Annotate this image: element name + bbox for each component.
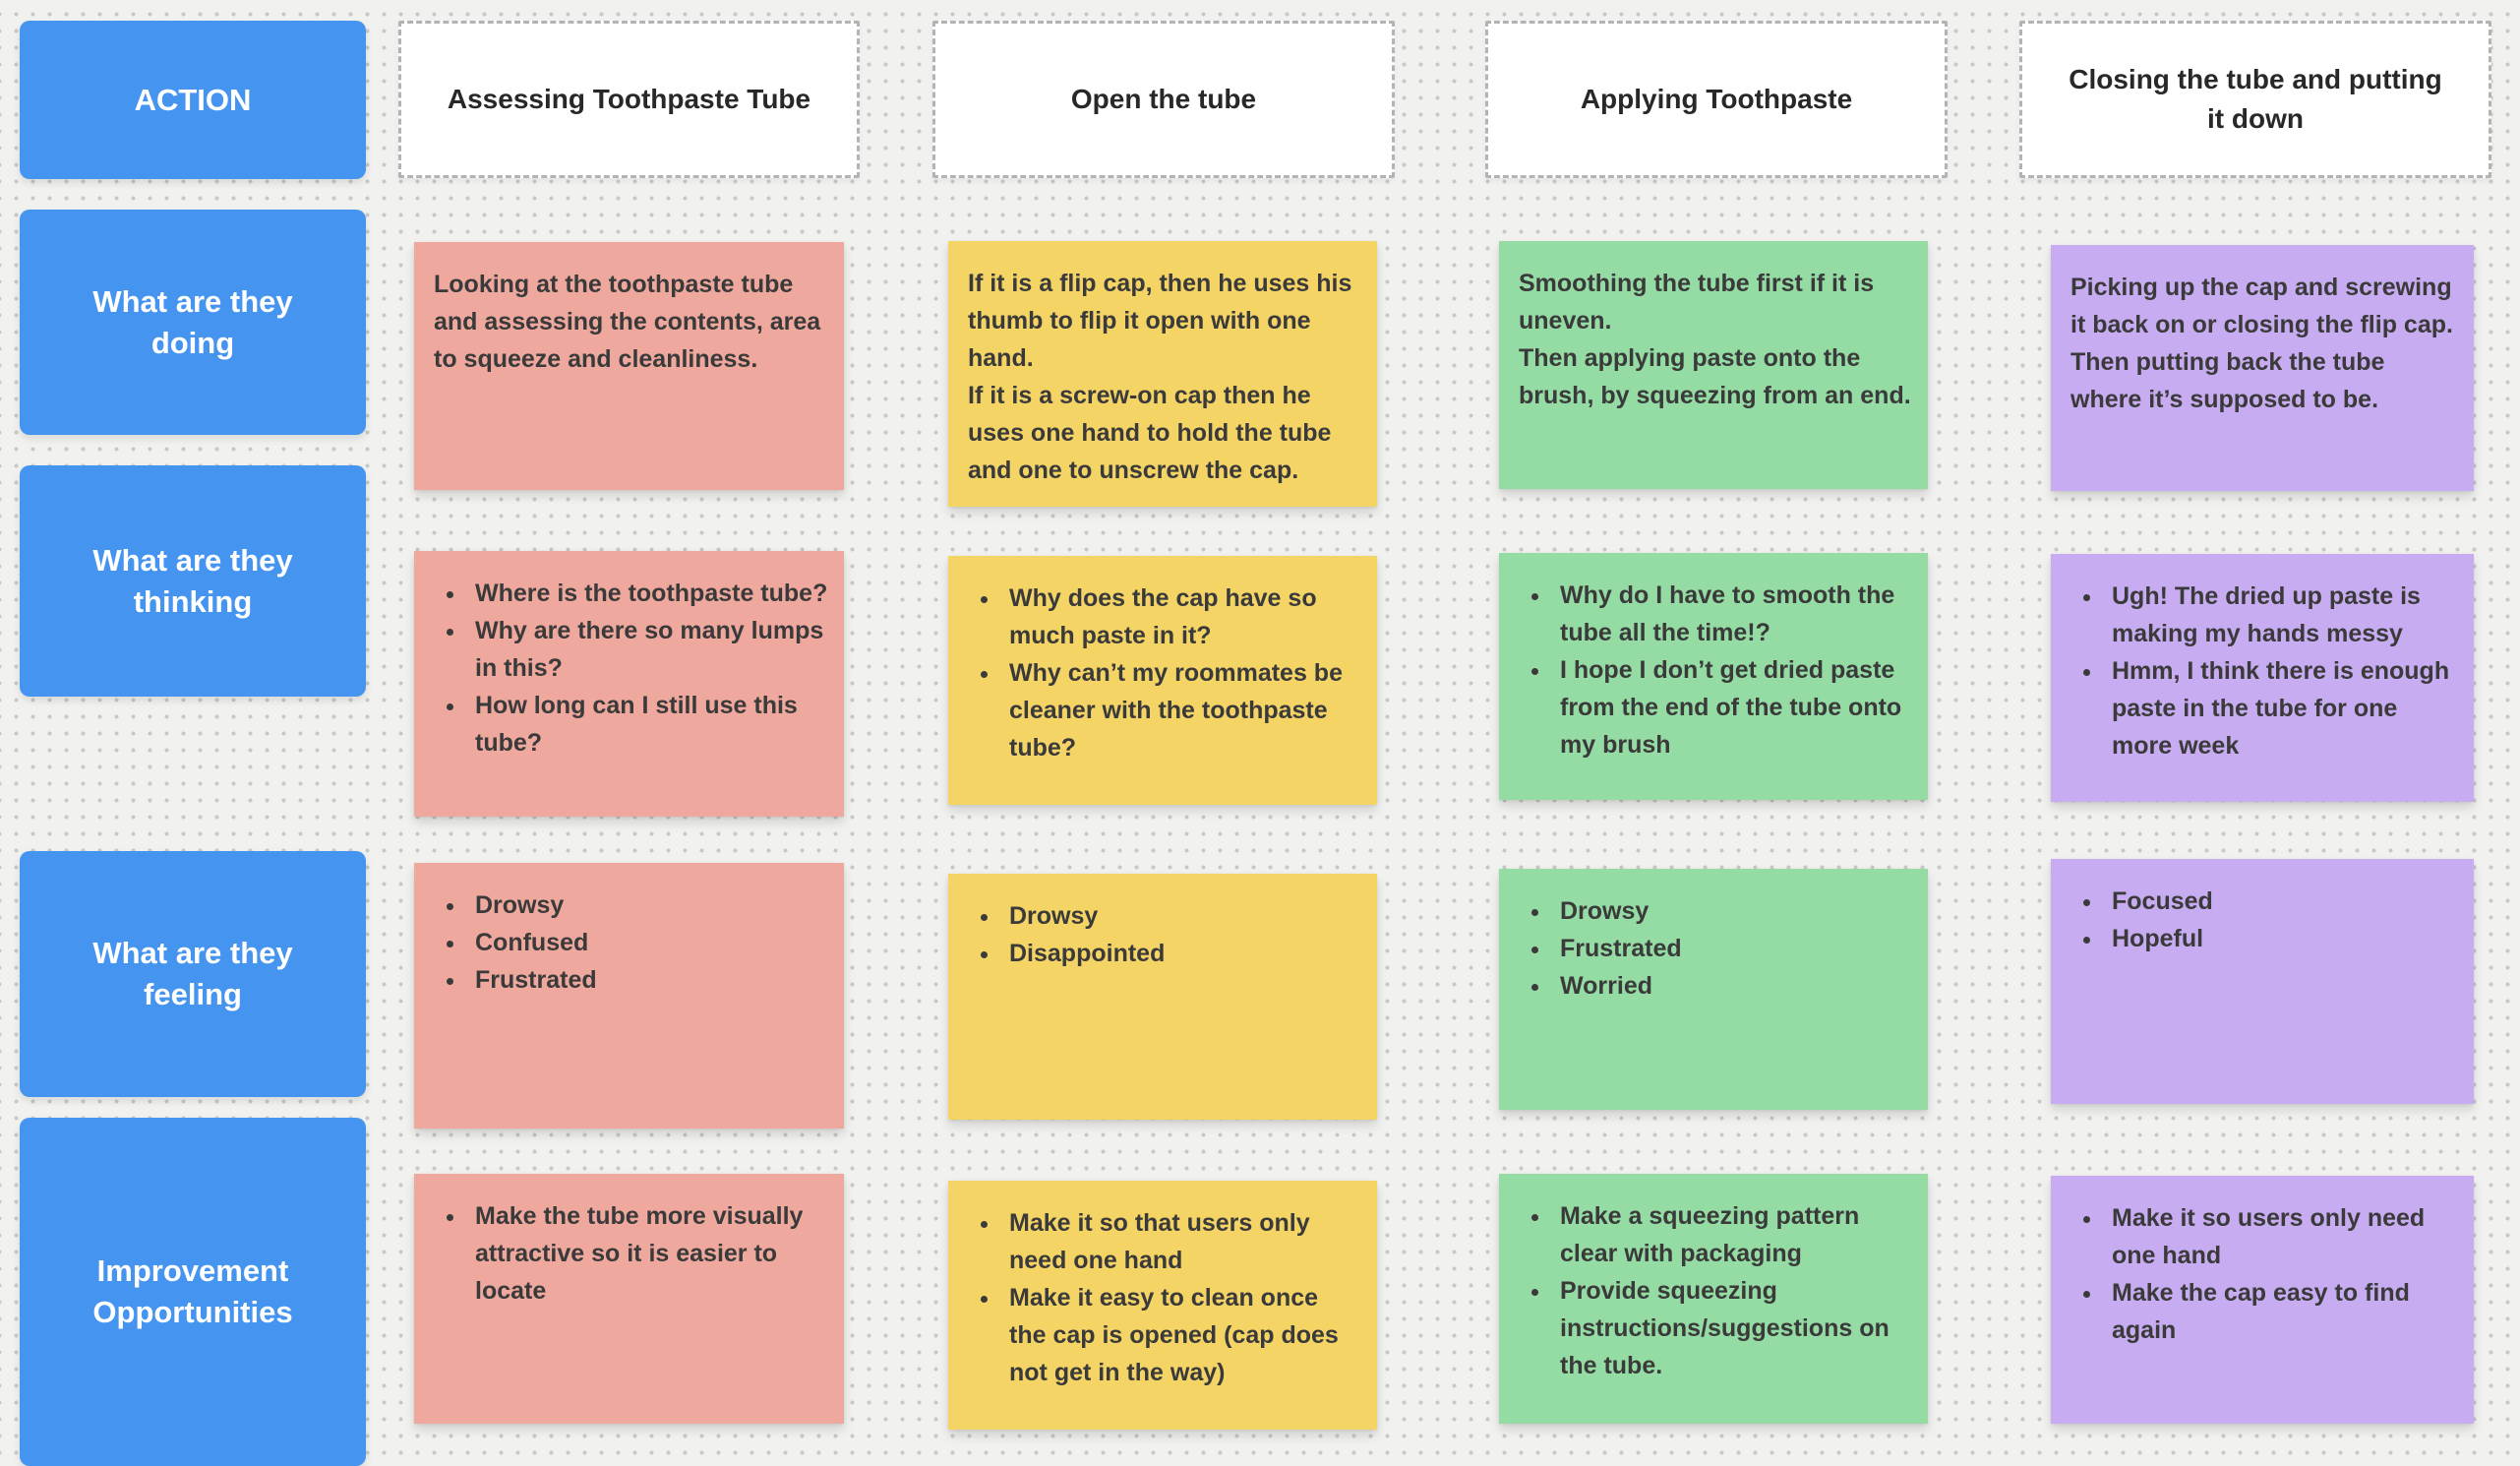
- note-bullet: Make it so users only need one hand: [2104, 1199, 2458, 1274]
- note-bullet-list: Where is the toothpaste tube? Why are th…: [434, 575, 828, 762]
- row-header-what-are-they-doing[interactable]: What are they doing: [20, 210, 366, 435]
- note-thinking-assessing[interactable]: Where is the toothpaste tube? Why are th…: [414, 551, 844, 817]
- note-text: If it is a flip cap, then he uses his th…: [968, 270, 1352, 484]
- note-text: Looking at the toothpaste tube and asses…: [434, 271, 821, 373]
- note-bullet: Confused: [467, 924, 828, 961]
- column-header-label: Open the tube: [1070, 84, 1257, 114]
- note-bullet: Frustrated: [1552, 930, 1912, 967]
- row-header-action[interactable]: ACTION: [20, 21, 366, 179]
- note-bullet-list: Drowsy Frustrated Worried: [1519, 892, 1912, 1005]
- note-bullet-list: Make a squeezing pattern clear with pack…: [1519, 1197, 1912, 1384]
- note-bullet: Make the tube more visually attractive s…: [467, 1197, 828, 1310]
- note-improvement-applying[interactable]: Make a squeezing pattern clear with pack…: [1499, 1174, 1928, 1424]
- note-bullet: Why does the cap have so much paste in i…: [1001, 580, 1361, 654]
- note-doing-open[interactable]: If it is a flip cap, then he uses his th…: [948, 241, 1377, 507]
- note-bullet: Hmm, I think there is enough paste in th…: [2104, 652, 2458, 764]
- note-thinking-applying[interactable]: Why do I have to smooth the tube all the…: [1499, 553, 1928, 800]
- note-bullet: Why do I have to smooth the tube all the…: [1552, 577, 1912, 651]
- note-bullet-list: Ugh! The dried up paste is making my han…: [2070, 578, 2458, 764]
- note-feeling-assessing[interactable]: Drowsy Confused Frustrated: [414, 863, 844, 1129]
- note-bullet: Make the cap easy to find again: [2104, 1274, 2458, 1349]
- column-header-applying-toothpaste[interactable]: Applying Toothpaste: [1485, 21, 1948, 178]
- row-header-action-label: ACTION: [134, 82, 252, 117]
- row-header-label: What are they feeling: [92, 936, 293, 1011]
- note-feeling-applying[interactable]: Drowsy Frustrated Worried: [1499, 869, 1928, 1110]
- note-doing-closing[interactable]: Picking up the cap and screwing it back …: [2051, 245, 2474, 491]
- note-text: Smoothing the tube first if it is uneven…: [1519, 270, 1911, 409]
- note-bullet-list: Make it so that users only need one hand…: [968, 1204, 1361, 1391]
- note-thinking-closing[interactable]: Ugh! The dried up paste is making my han…: [2051, 554, 2474, 802]
- note-bullet: Worried: [1552, 967, 1912, 1005]
- note-improvement-closing[interactable]: Make it so users only need one hand Make…: [2051, 1176, 2474, 1424]
- row-header-label: What are they doing: [92, 283, 293, 360]
- column-header-closing-the-tube[interactable]: Closing the tube and putting it down: [2019, 21, 2491, 178]
- note-doing-assessing[interactable]: Looking at the toothpaste tube and asses…: [414, 242, 844, 490]
- note-bullet: Drowsy: [1552, 892, 1912, 930]
- note-bullet: Ugh! The dried up paste is making my han…: [2104, 578, 2458, 652]
- row-header-what-are-they-feeling[interactable]: What are they feeling: [20, 851, 366, 1097]
- note-bullet: Make it easy to clean once the cap is op…: [1001, 1279, 1361, 1391]
- note-feeling-closing[interactable]: Focused Hopeful: [2051, 859, 2474, 1104]
- column-header-label: Assessing Toothpaste Tube: [447, 84, 811, 114]
- note-bullet-list: Why does the cap have so much paste in i…: [968, 580, 1361, 766]
- note-bullet-list: Why do I have to smooth the tube all the…: [1519, 577, 1912, 764]
- note-bullet-list: Drowsy Confused Frustrated: [434, 886, 828, 999]
- note-bullet: Focused: [2104, 883, 2458, 920]
- note-bullet: Make a squeezing pattern clear with pack…: [1552, 1197, 1912, 1272]
- column-header-open-the-tube[interactable]: Open the tube: [932, 21, 1395, 178]
- note-bullet-list: Focused Hopeful: [2070, 883, 2458, 957]
- note-doing-applying[interactable]: Smoothing the tube first if it is uneven…: [1499, 241, 1928, 489]
- row-header-label: What are they thinking: [92, 542, 293, 619]
- note-bullet: I hope I don’t get dried paste from the …: [1552, 651, 1912, 764]
- note-bullet: Make it so that users only need one hand: [1001, 1204, 1361, 1279]
- note-bullet: Drowsy: [467, 886, 828, 924]
- note-bullet: Where is the toothpaste tube?: [467, 575, 828, 612]
- note-bullet: Hopeful: [2104, 920, 2458, 957]
- note-improvement-open[interactable]: Make it so that users only need one hand…: [948, 1181, 1377, 1430]
- note-bullet: Why can’t my roommates be cleaner with t…: [1001, 654, 1361, 766]
- note-bullet-list: Make it so users only need one hand Make…: [2070, 1199, 2458, 1349]
- note-text: Picking up the cap and screwing it back …: [2070, 274, 2453, 413]
- column-header-assessing-toothpaste-tube[interactable]: Assessing Toothpaste Tube: [398, 21, 860, 178]
- note-bullet-list: Drowsy Disappointed: [968, 897, 1361, 972]
- note-bullet-list: Make the tube more visually attractive s…: [434, 1197, 828, 1310]
- note-improvement-assessing[interactable]: Make the tube more visually attractive s…: [414, 1174, 844, 1424]
- column-header-label: Applying Toothpaste: [1580, 84, 1853, 114]
- note-bullet: Why are there so many lumps in this?: [467, 612, 828, 687]
- note-bullet: Drowsy: [1001, 897, 1361, 935]
- note-thinking-open[interactable]: Why does the cap have so much paste in i…: [948, 556, 1377, 805]
- row-header-improvement-opportunities[interactable]: Improvement Opportunities: [20, 1118, 366, 1466]
- note-bullet: Disappointed: [1001, 935, 1361, 972]
- column-header-label: Closing the tube and putting it down: [2069, 64, 2442, 134]
- note-bullet: Provide squeezing instructions/suggestio…: [1552, 1272, 1912, 1384]
- note-bullet: Frustrated: [467, 961, 828, 999]
- row-header-what-are-they-thinking[interactable]: What are they thinking: [20, 465, 366, 697]
- row-header-label: Improvement Opportunities: [92, 1253, 293, 1329]
- note-feeling-open[interactable]: Drowsy Disappointed: [948, 874, 1377, 1120]
- note-bullet: How long can I still use this tube?: [467, 687, 828, 762]
